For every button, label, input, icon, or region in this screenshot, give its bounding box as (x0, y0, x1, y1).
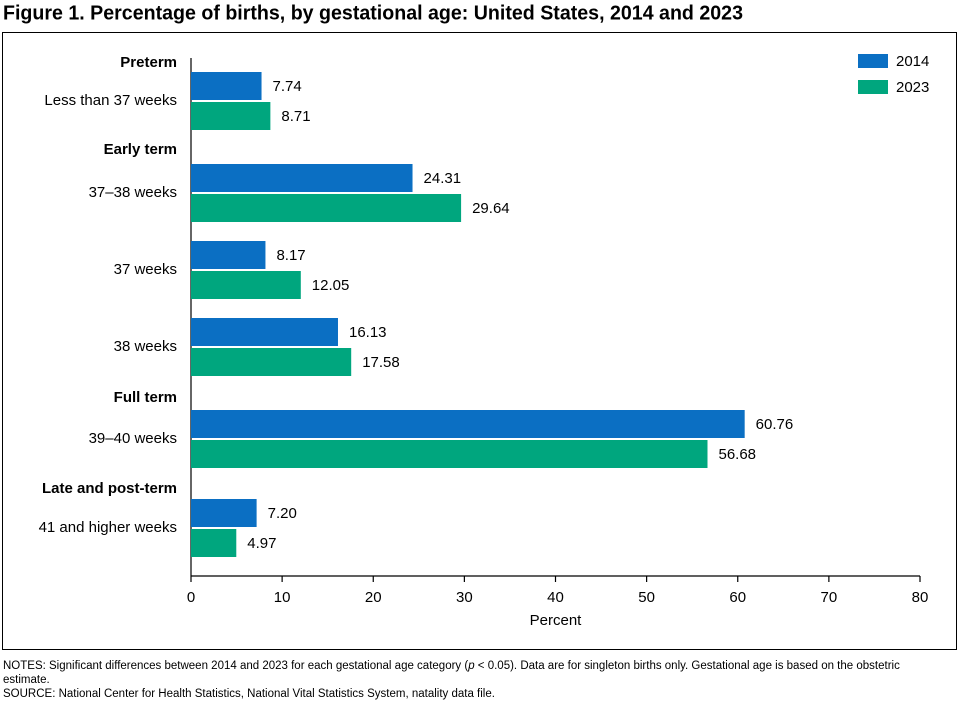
bar (191, 529, 237, 557)
x-tick-label: 30 (456, 589, 473, 606)
bar (191, 348, 352, 376)
y-tick-label: 37 weeks (114, 261, 177, 278)
value-label: 8.17 (276, 247, 305, 264)
y-tick-label: 39–40 weeks (89, 430, 177, 447)
bar (191, 72, 262, 100)
bar (191, 410, 745, 438)
x-tick-label: 20 (365, 589, 382, 606)
value-label: 17.58 (362, 354, 400, 371)
x-axis-label: Percent (530, 612, 583, 629)
group-header: Preterm (120, 54, 177, 71)
value-label: 4.97 (247, 535, 276, 552)
bar (191, 499, 257, 527)
notes-text: p (468, 660, 475, 672)
value-label: 7.74 (273, 78, 302, 95)
x-tick-label: 0 (187, 589, 195, 606)
x-tick-label: 80 (912, 589, 929, 606)
y-tick-label: 38 weeks (114, 338, 177, 355)
bar (191, 318, 338, 346)
value-label: 60.76 (756, 416, 794, 433)
legend-swatch (858, 80, 888, 94)
bar (191, 194, 462, 222)
y-tick-label: 41 and higher weeks (39, 519, 177, 536)
bar (191, 241, 266, 269)
source: SOURCE: National Center for Health Stati… (3, 688, 495, 700)
x-tick-label: 50 (638, 589, 655, 606)
x-tick-label: 40 (547, 589, 564, 606)
value-label: 16.13 (349, 324, 387, 341)
x-tick-label: 60 (729, 589, 746, 606)
bar (191, 271, 301, 299)
y-tick-label: Less than 37 weeks (44, 92, 177, 109)
legend-label: 2023 (896, 79, 929, 96)
legend-label: 2014 (896, 53, 929, 70)
value-label: 24.31 (424, 170, 462, 187)
y-tick-label: 37–38 weeks (89, 184, 177, 201)
chart-title: Figure 1. Percentage of births, by gesta… (3, 2, 743, 24)
x-tick-label: 70 (821, 589, 838, 606)
bar (191, 102, 271, 130)
notes-block: NOTES: Significant differences between 2… (3, 659, 933, 701)
group-header: Late and post-term (42, 480, 177, 497)
legend-swatch (858, 54, 888, 68)
notes-text: NOTES: Significant differences between 2… (3, 660, 469, 672)
group-header: Early term (104, 141, 177, 158)
bar (191, 440, 708, 468)
value-label: 12.05 (312, 277, 350, 294)
value-label: 8.71 (281, 108, 310, 125)
notes: NOTES: Significant differences between 2… (3, 659, 933, 687)
x-tick-label: 10 (274, 589, 291, 606)
group-header: Full term (114, 389, 177, 406)
frame (2, 32, 957, 650)
bar (191, 164, 413, 192)
chart: Figure 1. Percentage of births, by gesta… (2, 2, 957, 650)
value-label: 56.68 (718, 446, 756, 463)
value-label: 29.64 (472, 200, 510, 217)
notes-text: < 0.05). Data are for singleton births o… (3, 660, 900, 686)
value-label: 7.20 (268, 505, 297, 522)
